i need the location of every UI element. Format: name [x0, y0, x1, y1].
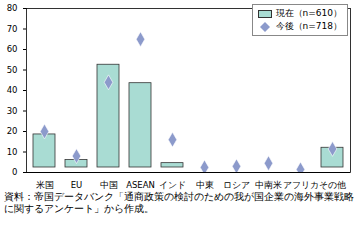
svg-text:中国: 中国 [100, 180, 118, 190]
svg-text:20: 20 [7, 126, 18, 136]
svg-text:0: 0 [12, 167, 17, 177]
html-text:資料：帝国データバンク「通商政策の検討のための我が国企業の海: 資料：帝国データバンク「通商政策の検討のための我が国企業の海外事業戦略に関するア… [4, 191, 354, 214]
svg-text:10: 10 [7, 147, 18, 157]
svg-text:インド: インド [159, 180, 186, 190]
svg-text:80: 80 [7, 3, 18, 13]
svg-text:アフリカ: アフリカ [283, 180, 319, 190]
svg-text:EU: EU [71, 180, 83, 190]
svg-text:50: 50 [7, 65, 18, 75]
html-text:現在（n=610）: 現在（n=610） [275, 8, 342, 18]
svg-text:中東: 中東 [196, 180, 214, 190]
svg-text:ロシア: ロシア [223, 180, 250, 190]
svg-text:30: 30 [7, 106, 18, 116]
svg-text:ASEAN: ASEAN [126, 180, 155, 190]
svg-text:70: 70 [7, 24, 18, 34]
svg-text:40: 40 [7, 85, 18, 95]
svg-text:60: 60 [7, 44, 18, 54]
svg-text:米国: 米国 [36, 180, 54, 190]
svg-text:その他: その他 [319, 180, 346, 190]
html-text:今後（n=718）: 今後（n=718） [275, 21, 342, 31]
svg-text:中南米: 中南米 [255, 180, 282, 190]
